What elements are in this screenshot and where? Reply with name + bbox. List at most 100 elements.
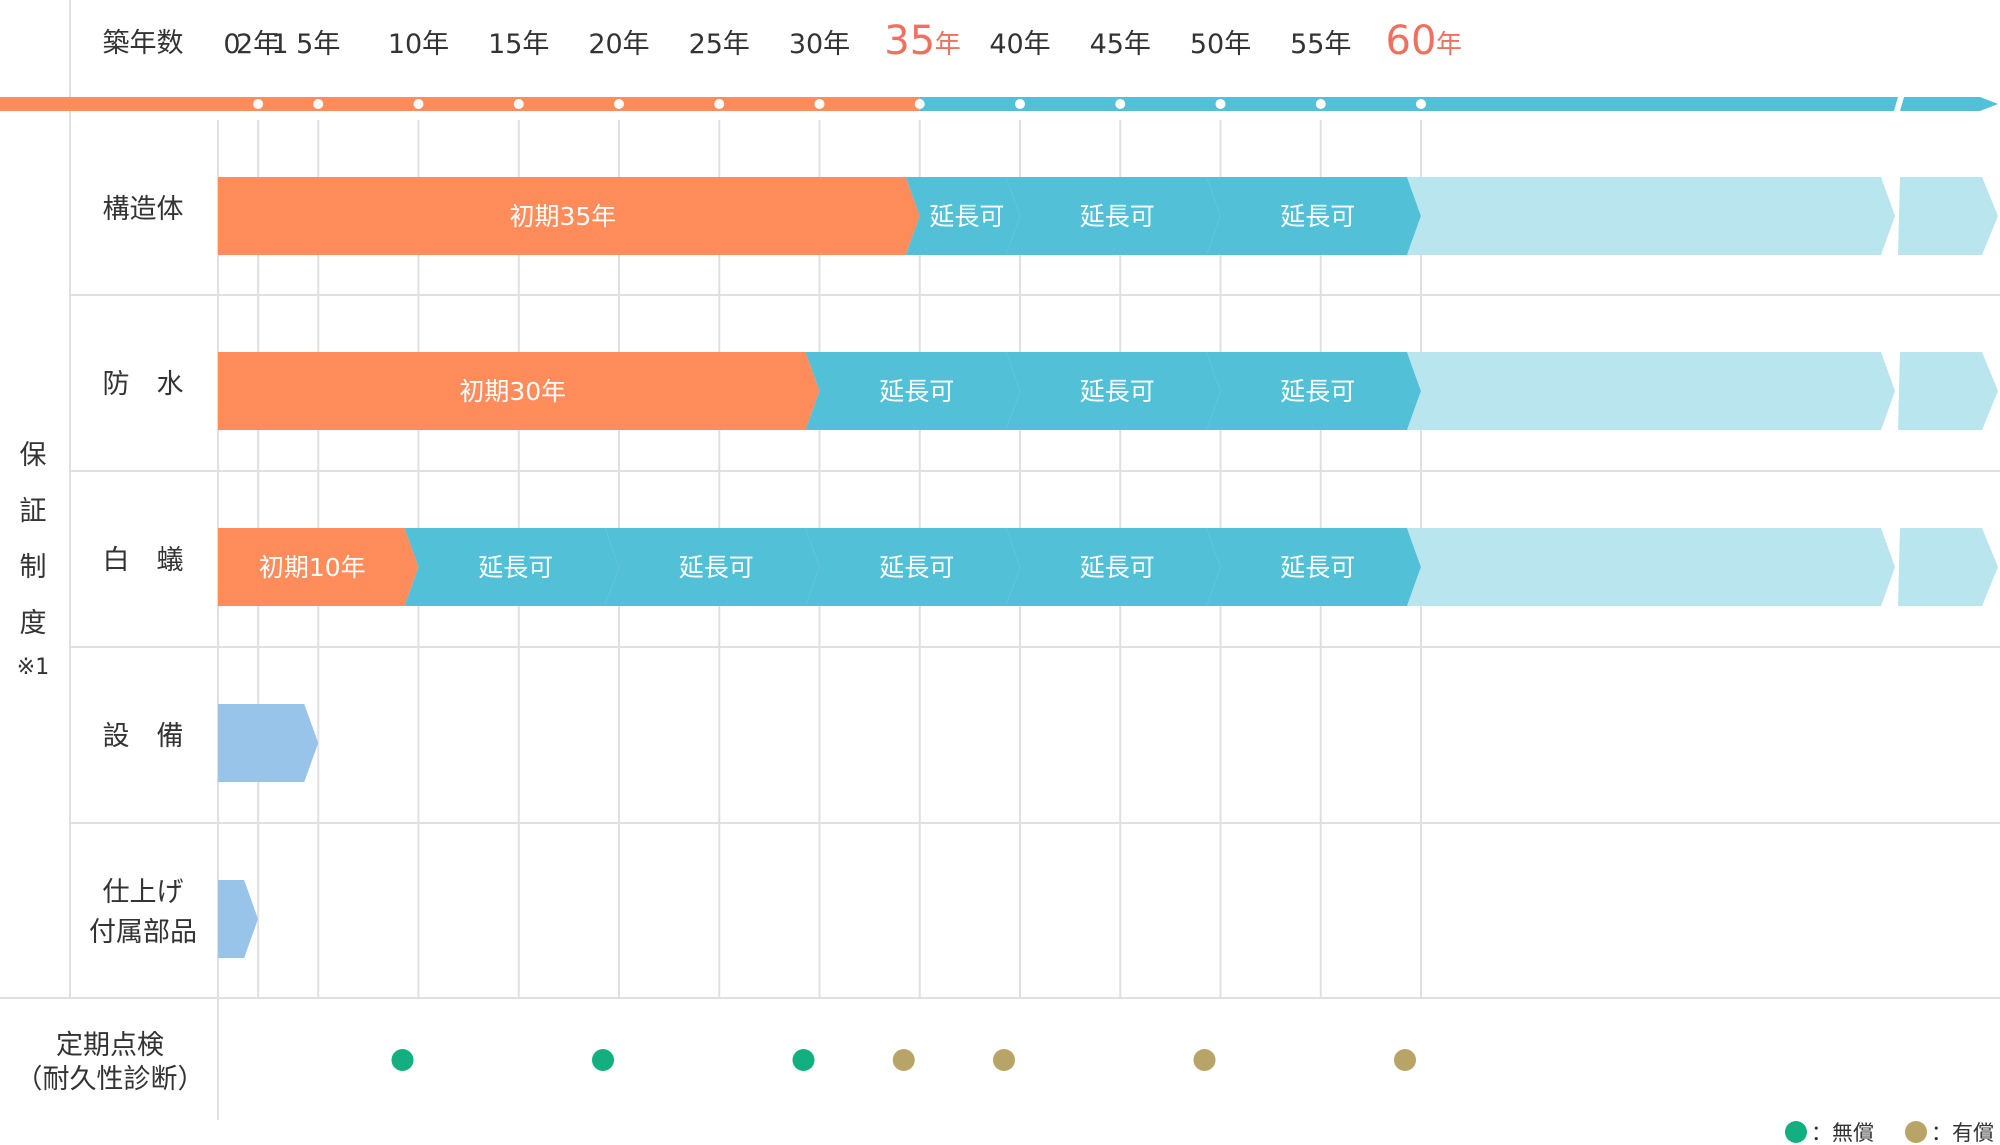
bar-segment-extension [1206,177,1421,255]
bar-segment-label: 延長可 [679,553,754,582]
year-tick-label: 15年 [488,29,549,60]
bar-segment-initial [218,528,419,606]
inspection-dot-paid [1193,1049,1216,1071]
bar-segment-future [1407,528,1895,606]
axis-year-dot [614,99,624,109]
legend: ：無償 ：有償 [1785,1121,1994,1145]
bar-segment-label: 初期35年 [509,202,616,231]
bar-segment-short [218,880,259,958]
bar-segment-extension [1006,352,1221,430]
bar-segment-label: 延長可 [1280,202,1355,231]
axis-year-dot [1215,99,1226,109]
row-termite: 初期10年 延長可 延長可 延長可 延長可 延長可 [218,528,1998,606]
axis-year-dot [714,99,725,109]
year-tick-label: 10年 [388,29,449,60]
bar-segment-label: 延長可 [1080,553,1155,582]
row-finish [218,880,259,958]
bar-segment-label: 初期10年 [259,553,366,582]
row-label-equipment: 設 備 [103,721,184,752]
axis-year-dot [1015,99,1025,109]
year-tick-label: 0 [223,29,240,60]
bar-segment-future [1407,352,1895,430]
bar-segment-label: 初期30年 [459,377,566,406]
bar-segment-initial [218,177,920,255]
axis-year-dot [1315,99,1326,109]
axis-year-dot [313,99,324,109]
bar-segment-label: 延長可 [1280,553,1355,582]
axis-year-dot [253,99,264,109]
bar-segment-label: 延長可 [1080,377,1155,406]
year-tick-label: 45年 [1090,29,1151,60]
inspection-dot-paid [892,1049,915,1071]
year-tick-label: 30年 [789,29,850,60]
inspection-dot-free [592,1049,614,1071]
row-structure: 初期35年 延長可 延長可 延長可 [218,177,1998,255]
bar-segment-future-arrow [1898,528,1998,606]
bar-segment-label: 延長可 [929,202,1004,231]
bar-segment-extension [805,528,1020,606]
row-label-waterproof: 防 水 [103,369,184,400]
year-tick-suffix: 年 [935,30,961,60]
axis-year-dot [1416,99,1426,109]
axis-year-dot [513,99,524,109]
bar-segment-extension [605,528,820,606]
bar-segment-label: 延長可 [1280,377,1355,406]
bar-segment-extension [905,177,1020,255]
warranty-system-label-char: 保 [20,440,47,471]
bar-segment-label: 延長可 [478,553,553,582]
year-tick-label: 2年 [236,29,280,60]
legend-dot-paid [1905,1121,1927,1143]
year-tick-label: 20年 [588,29,649,60]
age-header-label: 築年数 [103,28,184,59]
year-tick-label: 5年 [296,29,340,60]
year-tick-label: 35 [884,18,935,64]
inspection-dot-free [792,1049,815,1071]
bar-segment-extension [1206,352,1421,430]
inspection-dot-paid [993,1049,1015,1071]
row-label-finish: 仕上げ [103,877,184,908]
legend-dot-free [1785,1121,1807,1143]
bar-segment-label: 延長可 [1080,202,1155,231]
bar-segment-future-arrow [1898,177,1998,255]
warranty-bars: 初期35年 延長可 延長可 延長可初期30年 延長可 延長可 延長可初期10年 延長可 延長可延… [218,177,1998,958]
warranty-system-label-char: 証 [20,496,47,527]
axis-year-dot [1115,99,1126,109]
bar-segment-future [1407,177,1895,255]
bar-segment-extension [404,528,619,606]
warranty-system-label-char: 度 [20,608,47,639]
year-tick-label: 50年 [1190,29,1251,60]
axis-initial-segment [0,97,920,111]
legend-label-free: ：無償 [1811,1121,1874,1145]
axis-arrow-head [1900,97,1998,111]
inspection-dot-paid [1394,1049,1416,1071]
bar-segment-initial [218,352,820,430]
axis-year-dot [413,99,424,109]
bar-segment-extension [1206,528,1421,606]
warranty-system-label-char: 制 [20,552,47,583]
inspection-label: （耐久性診断） [16,1064,205,1095]
inspection-row: 定期点検（耐久性診断） [16,1030,1416,1095]
year-tick-suffix: 年 [1436,30,1462,60]
row-label-structure: 構造体 [103,194,184,225]
year-tick-label: 1 [271,29,288,60]
bar-segment-extension [1006,528,1221,606]
row-equipment [218,704,319,782]
year-tick-label: 60 [1386,18,1437,64]
year-tick-label: 55年 [1290,29,1351,60]
bar-segment-extension [1006,177,1221,255]
bar-segment-extension [805,352,1020,430]
row-label-finish: 付属部品 [89,917,197,948]
timeline-axis: 0 12年 5年 10年 15年 20年 25年 30年 35 年 40年 45年 50年 55年 60 年 [0,18,1998,111]
bar-segment-future-arrow [1898,352,1998,430]
axis-year-dot [814,99,825,109]
row-waterproof: 初期30年 延長可 延長可 延長可 [218,352,1998,430]
row-label-termite: 白 蟻 [103,545,184,576]
bar-segment-label: 延長可 [879,553,954,582]
legend-label-paid: ：有償 [1931,1121,1994,1145]
inspection-dot-free [391,1049,414,1071]
bar-segment-label: 延長可 [879,377,954,406]
year-tick-label: 25年 [689,29,750,60]
